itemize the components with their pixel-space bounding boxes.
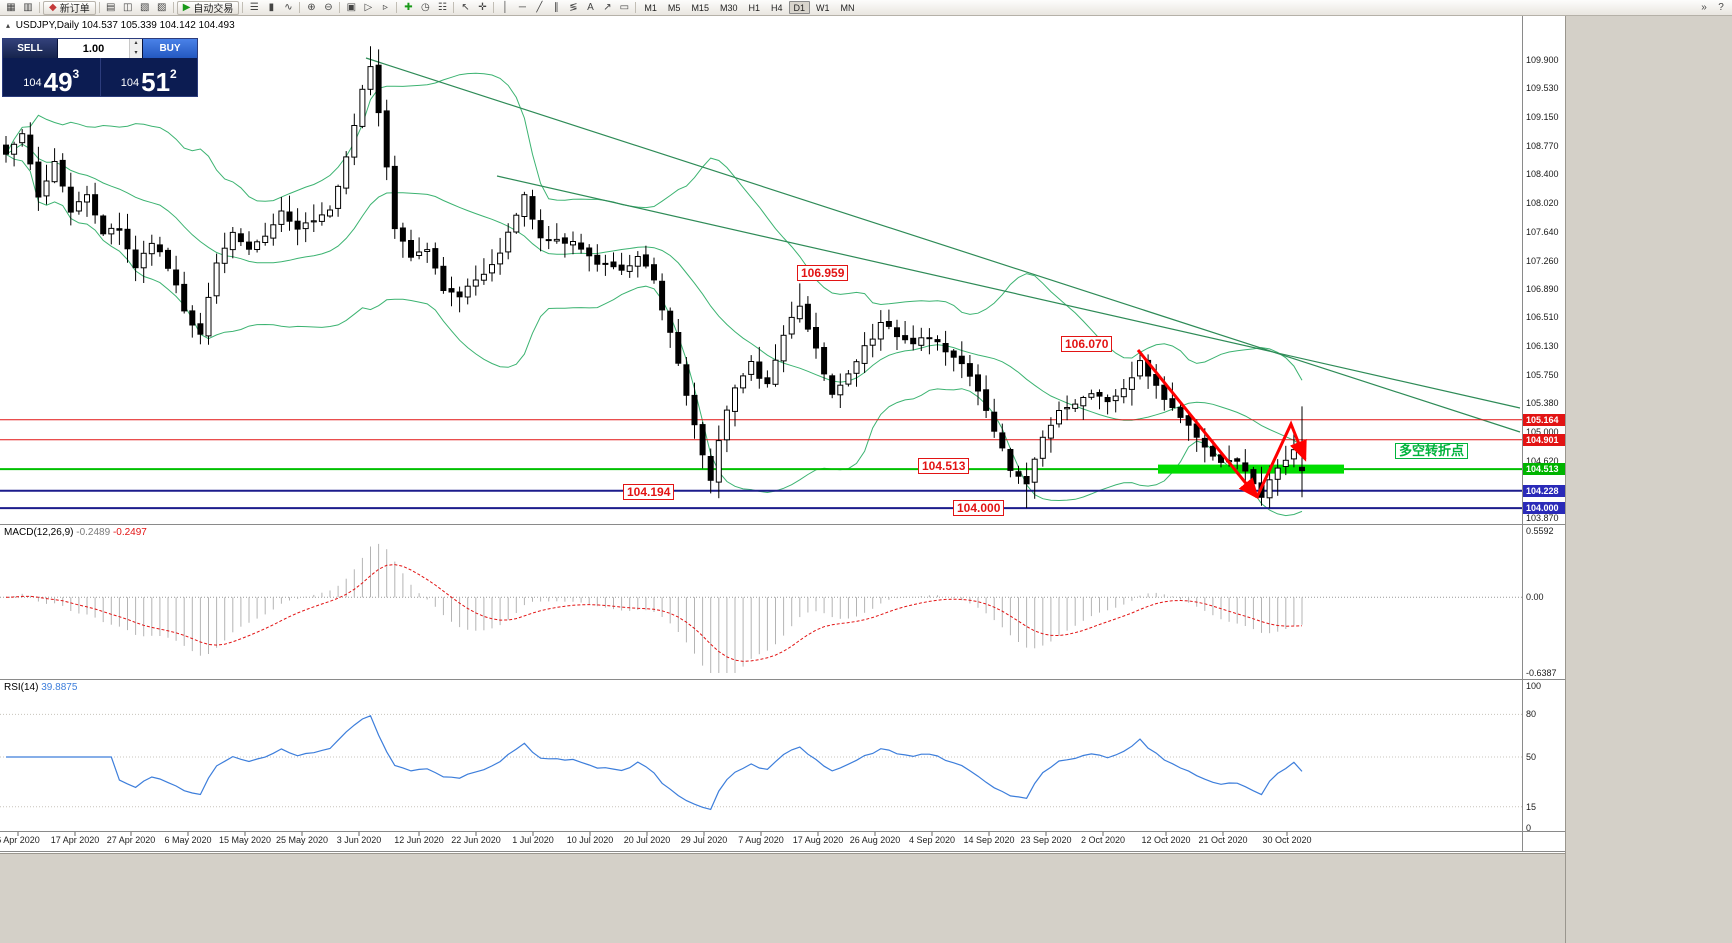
timeframe-m15-button[interactable]: M15	[691, 2, 709, 13]
toolbar-separator	[396, 2, 398, 13]
volume-input[interactable]	[58, 39, 129, 58]
chart-shift-icon[interactable]: ▹	[382, 1, 388, 13]
data-window-icon[interactable]: ◫	[122, 1, 133, 13]
volume-box: ▴ ▾	[58, 39, 142, 58]
line-chart-icon[interactable]: ∿	[284, 1, 293, 13]
rsi-indicator-label: RSI(14) 39.8875	[4, 682, 77, 693]
bar-chart-icon[interactable]: ☰	[249, 1, 259, 13]
timeframe-mn-button[interactable]: MN	[840, 2, 855, 13]
candlestick-chart-icon[interactable]: ▮	[268, 1, 275, 13]
volume-down-icon[interactable]: ▾	[130, 48, 142, 58]
sell-price-head: 104	[23, 77, 42, 89]
shapes-icon[interactable]: ▭	[619, 1, 630, 13]
toolbar-separator	[635, 2, 637, 13]
channel-icon[interactable]: ∥	[553, 1, 559, 13]
trend-arrow[interactable]	[1136, 349, 1259, 500]
timeframe-d1-button[interactable]: D1	[788, 1, 811, 14]
new-order-button-label: 新订单	[59, 4, 90, 15]
help-icon[interactable]: ?	[1718, 1, 1724, 13]
text-label-icon[interactable]: A	[587, 1, 594, 13]
toolbar-separator	[493, 2, 495, 13]
vertical-line-icon[interactable]: │	[502, 1, 509, 13]
crosshair-icon[interactable]: ✛	[478, 1, 487, 13]
workspace-background-right	[1565, 16, 1732, 943]
toolbar: ▦ ▥ ◆ 新订单 ▤ ◫ ▧ ▨ ▶ 自动交易 ☰ ▮ ∿ ⊕ ⊖ ▣ ▷ ▹ ✚ ◷ ☷ ↖ ✛ │ ─ ╱ ∥ ≶ A ↗ ▭ M1 M5…	[0, 0, 1732, 16]
main-price-panel[interactable]	[0, 46, 1522, 517]
macd-indicator-label: MACD(12,26,9) -0.2489 -0.2497	[4, 527, 147, 538]
toolbar-separator	[339, 2, 341, 13]
sell-price-big: 49	[43, 67, 73, 98]
toolbar-separator	[172, 2, 174, 13]
auto-scroll-icon[interactable]: ▷	[364, 1, 373, 13]
toolbar-overflow-icon[interactable]: »	[1701, 1, 1707, 13]
indicators-icon[interactable]: ✚	[404, 1, 413, 13]
new-order-button[interactable]: ◆ 新订单	[43, 0, 96, 15]
buy-price-sup: 2	[170, 67, 177, 81]
buy-price[interactable]: 104 51 2	[101, 58, 198, 96]
toolbar-separator	[453, 2, 455, 13]
symbol-name: USDJPY,Daily	[15, 20, 79, 31]
trendline-icon[interactable]: ╱	[536, 1, 543, 13]
sell-button[interactable]: SELL	[3, 39, 58, 58]
sell-price-sup: 3	[72, 67, 80, 81]
one-click-trading-panel: SELL ▴ ▾ BUY 104 49 3 104	[2, 38, 198, 97]
fibonacci-icon[interactable]: ≶	[569, 1, 578, 13]
toolbar-separator	[242, 2, 244, 13]
zoom-out-icon[interactable]: ⊖	[324, 1, 333, 13]
workspace-background-bottom	[0, 853, 1565, 943]
toolbar-separator	[39, 2, 40, 13]
rsi-panel[interactable]	[0, 713, 1522, 811]
autotrading-button[interactable]: ▶ 自动交易	[176, 0, 240, 15]
toolbar-separator	[98, 2, 100, 13]
templates-icon[interactable]: ☷	[437, 1, 447, 13]
timeframe-m1-button[interactable]: M1	[644, 2, 657, 13]
buy-price-head: 104	[120, 77, 140, 89]
zoom-in-icon[interactable]: ⊕	[307, 1, 316, 13]
timeframe-m30-button[interactable]: M30	[719, 2, 738, 13]
timeframe-h1-button[interactable]: H1	[748, 2, 760, 13]
chart-profiles-icon[interactable]: ▥	[23, 1, 33, 13]
chart-title: ▴ USDJPY,Daily 104.537 105.339 104.142 1…	[6, 20, 235, 31]
buy-button[interactable]: BUY	[142, 39, 197, 58]
navigator-icon[interactable]: ▧	[139, 1, 150, 13]
symbol-ohlc: 104.537 105.339 104.142 104.493	[81, 20, 235, 31]
cursor-icon[interactable]: ↖	[461, 1, 470, 13]
periods-icon[interactable]: ◷	[421, 1, 430, 13]
chart-window[interactable]: 109.900 109.530 109.150 108.770 108.400 108.0…	[0, 16, 1565, 853]
new-chart-icon[interactable]: ▦	[6, 1, 16, 13]
symbol-marker-icon: ▴	[6, 21, 11, 30]
candles	[3, 46, 1305, 509]
rsi-name: RSI(14)	[4, 682, 39, 693]
macd-signal-value: -0.2497	[112, 527, 147, 538]
timeframe-m5-button[interactable]: M5	[667, 2, 681, 13]
macd-name: MACD(12,26,9)	[4, 527, 74, 538]
macd-value: -0.2489	[76, 527, 111, 538]
tile-windows-icon[interactable]: ▣	[346, 1, 357, 13]
rsi-value: 39.8875	[41, 682, 78, 693]
panel-borders	[0, 16, 1565, 852]
sell-price[interactable]: 104 49 3	[3, 58, 100, 96]
macd-panel[interactable]	[0, 543, 1522, 673]
buy-price-big: 51	[141, 67, 171, 98]
new-order-icon: ◆	[49, 2, 57, 13]
autotrading-button-label: 自动交易	[193, 4, 234, 15]
price-divider	[99, 58, 101, 96]
horizontal-line-icon[interactable]: ─	[518, 1, 526, 13]
volume-spinner: ▴ ▾	[129, 39, 142, 58]
timeframe-w1-button[interactable]: W1	[816, 2, 830, 13]
price-chart-canvas[interactable]	[0, 16, 1565, 853]
volume-up-icon[interactable]: ▴	[130, 39, 142, 49]
toolbar-separator	[299, 2, 301, 13]
autotrading-icon: ▶	[182, 2, 191, 13]
timeframe-h4-button[interactable]: H4	[770, 2, 783, 13]
arrows-tool-icon[interactable]: ↗	[603, 1, 612, 13]
market-watch-icon[interactable]: ▤	[105, 1, 116, 13]
terminal-icon[interactable]: ▨	[156, 1, 167, 13]
